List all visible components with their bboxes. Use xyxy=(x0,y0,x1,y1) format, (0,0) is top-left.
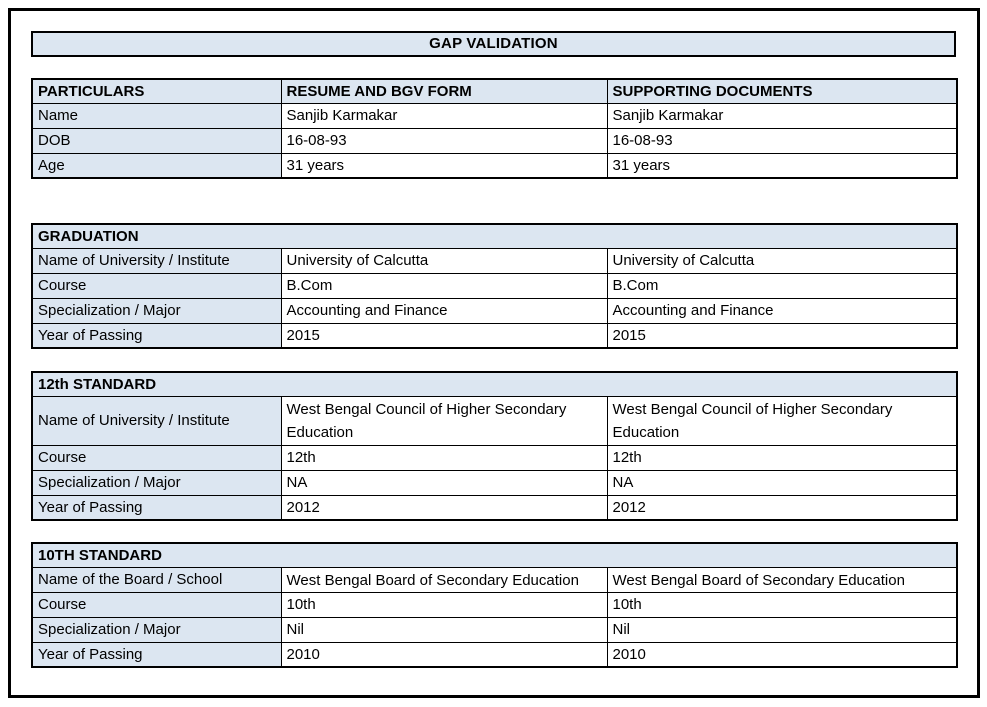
cell-resume-value: 12th xyxy=(280,444,608,471)
cell-resume-value: West Bengal Board of Secondary Education xyxy=(280,566,608,593)
cell-resume-value: Sanjib Karmakar xyxy=(280,102,608,129)
table-row-university: Name of University / Institute West Beng… xyxy=(31,395,958,446)
cell-resume-value: 2015 xyxy=(280,322,608,349)
cell-resume-value: 16-08-93 xyxy=(280,127,608,154)
cell-resume-value: University of Calcutta xyxy=(280,247,608,274)
row-label: Specialization / Major xyxy=(31,616,282,643)
cell-resume-value: B.Com xyxy=(280,272,608,299)
row-label: Year of Passing xyxy=(31,494,282,521)
section-title-graduation: GRADUATION xyxy=(31,223,958,249)
row-label: Specialization / Major xyxy=(31,297,282,324)
cell-supporting-value: Accounting and Finance xyxy=(606,297,958,324)
row-label: Year of Passing xyxy=(31,641,282,668)
section-header-row: GRADUATION xyxy=(31,223,958,249)
cell-supporting-value: 2012 xyxy=(606,494,958,521)
cell-resume-value: Accounting and Finance xyxy=(280,297,608,324)
table-row-specialization: Specialization / Major Nil Nil xyxy=(31,616,958,643)
row-label: Name of the Board / School xyxy=(31,566,282,593)
cell-supporting-value: 10th xyxy=(606,591,958,618)
cell-supporting-value: Nil xyxy=(606,616,958,643)
row-label: Name of University / Institute xyxy=(31,395,282,446)
tenth-standard-table: 10TH STANDARD Name of the Board / School… xyxy=(31,542,959,668)
cell-resume-value: 2010 xyxy=(280,641,608,668)
table-row-name: Name Sanjib Karmakar Sanjib Karmakar xyxy=(31,102,958,129)
column-header-resume: RESUME AND BGV FORM xyxy=(280,78,608,104)
cell-supporting-value: NA xyxy=(606,469,958,496)
document-title-bar: GAP VALIDATION xyxy=(31,31,956,57)
cell-resume-value: NA xyxy=(280,469,608,496)
table-row-age: Age 31 years 31 years xyxy=(31,152,958,179)
cell-supporting-value: B.Com xyxy=(606,272,958,299)
row-label: Course xyxy=(31,444,282,471)
table-row-university: Name of University / Institute Universit… xyxy=(31,247,958,274)
row-label: Specialization / Major xyxy=(31,469,282,496)
row-label: DOB xyxy=(31,127,282,154)
particulars-table: PARTICULARS RESUME AND BGV FORM SUPPORTI… xyxy=(31,78,958,179)
row-label: Course xyxy=(31,272,282,299)
cell-resume-value: 31 years xyxy=(280,152,608,179)
section-title-tenth-standard: 10TH STANDARD xyxy=(31,542,958,568)
cell-supporting-value: 16-08-93 xyxy=(606,127,958,154)
table-row-year: Year of Passing 2012 2012 xyxy=(31,494,958,521)
graduation-table: GRADUATION Name of University / Institut… xyxy=(31,223,958,349)
table-row-year: Year of Passing 2010 2010 xyxy=(31,641,958,668)
table-row-specialization: Specialization / Major NA NA xyxy=(31,469,958,496)
particulars-header-row: PARTICULARS RESUME AND BGV FORM SUPPORTI… xyxy=(31,78,958,104)
cell-supporting-value: 31 years xyxy=(606,152,958,179)
cell-supporting-value: 2010 xyxy=(606,641,958,668)
section-header-row: 12th STANDARD xyxy=(31,371,958,397)
row-label: Course xyxy=(31,591,282,618)
table-row-dob: DOB 16-08-93 16-08-93 xyxy=(31,127,958,154)
column-header-supporting: SUPPORTING DOCUMENTS xyxy=(606,78,958,104)
table-row-course: Course B.Com B.Com xyxy=(31,272,958,299)
cell-resume-value: Nil xyxy=(280,616,608,643)
row-label: Age xyxy=(31,152,282,179)
column-header-particulars: PARTICULARS xyxy=(31,78,282,104)
twelfth-standard-table: 12th STANDARD Name of University / Insti… xyxy=(31,371,959,521)
table-row-board-school: Name of the Board / School West Bengal B… xyxy=(31,566,958,593)
cell-supporting-value: 12th xyxy=(606,444,958,471)
cell-supporting-value: 2015 xyxy=(606,322,958,349)
cell-supporting-value: West Bengal Council of Higher Secondary … xyxy=(606,395,958,446)
table-row-course: Course 10th 10th xyxy=(31,591,958,618)
document-title: GAP VALIDATION xyxy=(429,35,558,52)
document-content: GAP VALIDATION PARTICULARS RESUME AND BG… xyxy=(31,31,959,668)
cell-supporting-value: Sanjib Karmakar xyxy=(606,102,958,129)
cell-resume-value: 10th xyxy=(280,591,608,618)
table-row-specialization: Specialization / Major Accounting and Fi… xyxy=(31,297,958,324)
cell-resume-value: 2012 xyxy=(280,494,608,521)
row-label: Year of Passing xyxy=(31,322,282,349)
table-row-year: Year of Passing 2015 2015 xyxy=(31,322,958,349)
cell-supporting-value: West Bengal Board of Secondary Education xyxy=(606,566,958,593)
row-label: Name of University / Institute xyxy=(31,247,282,274)
cell-supporting-value: University of Calcutta xyxy=(606,247,958,274)
row-label: Name xyxy=(31,102,282,129)
section-header-row: 10TH STANDARD xyxy=(31,542,958,568)
table-row-course: Course 12th 12th xyxy=(31,444,958,471)
section-title-twelfth-standard: 12th STANDARD xyxy=(31,371,958,397)
cell-resume-value: West Bengal Council of Higher Secondary … xyxy=(280,395,608,446)
